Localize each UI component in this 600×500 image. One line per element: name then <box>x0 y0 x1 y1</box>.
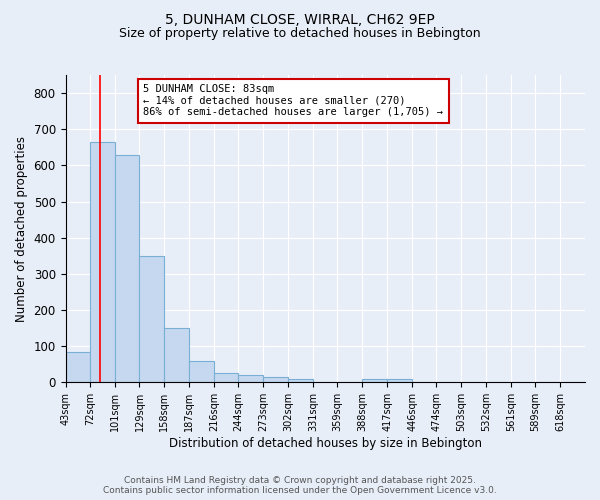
Bar <box>164 328 190 382</box>
Bar <box>65 352 91 382</box>
Bar <box>238 375 263 382</box>
Text: Contains HM Land Registry data © Crown copyright and database right 2025.
Contai: Contains HM Land Registry data © Crown c… <box>103 476 497 495</box>
Bar <box>115 154 139 382</box>
Bar <box>362 380 387 382</box>
Text: Size of property relative to detached houses in Bebington: Size of property relative to detached ho… <box>119 28 481 40</box>
Bar <box>190 360 214 382</box>
Y-axis label: Number of detached properties: Number of detached properties <box>15 136 28 322</box>
X-axis label: Distribution of detached houses by size in Bebington: Distribution of detached houses by size … <box>169 437 482 450</box>
Bar <box>91 142 115 382</box>
Bar <box>263 377 288 382</box>
Text: 5, DUNHAM CLOSE, WIRRAL, CH62 9EP: 5, DUNHAM CLOSE, WIRRAL, CH62 9EP <box>165 12 435 26</box>
Bar <box>214 374 238 382</box>
Bar <box>288 378 313 382</box>
Text: 5 DUNHAM CLOSE: 83sqm
← 14% of detached houses are smaller (270)
86% of semi-det: 5 DUNHAM CLOSE: 83sqm ← 14% of detached … <box>143 84 443 117</box>
Bar <box>139 256 164 382</box>
Bar <box>387 380 412 382</box>
